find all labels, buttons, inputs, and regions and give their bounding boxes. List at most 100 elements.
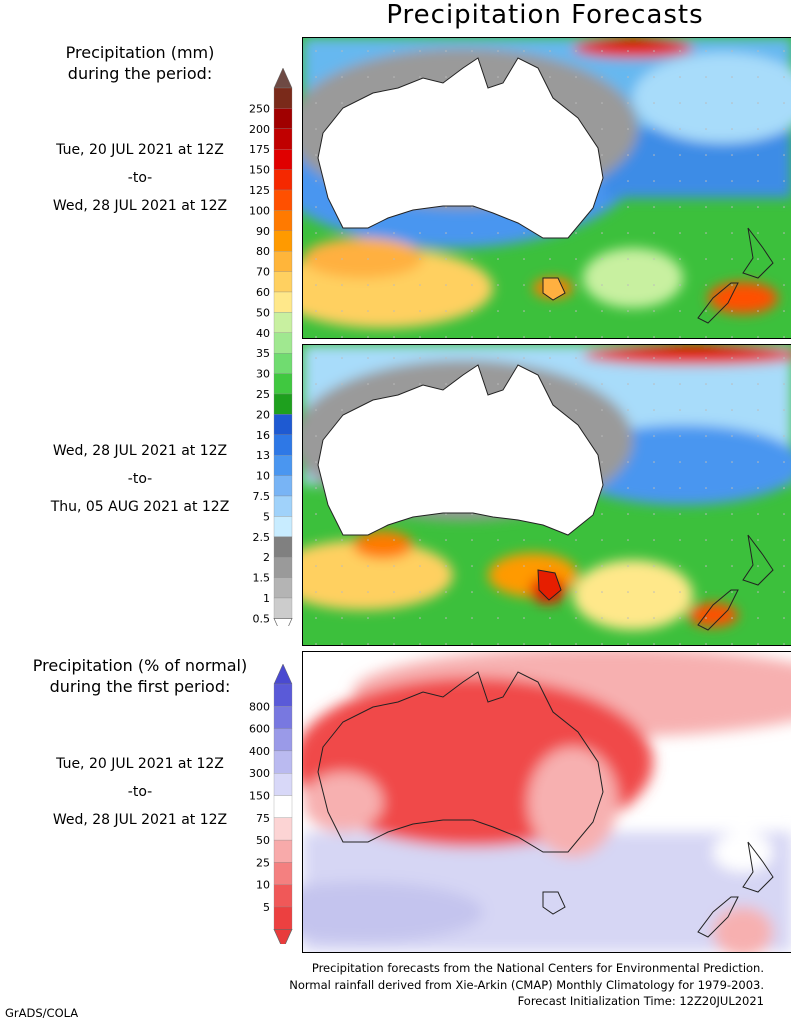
colorbar1-swatch — [273, 536, 293, 558]
panel3-header-line2: during the first period: — [49, 677, 231, 696]
colorbar2-tick-label: 25 — [256, 856, 270, 869]
colorbar1-swatch — [273, 169, 293, 191]
colorbar1-swatch — [273, 393, 293, 415]
colorbar2-bottom-arrow — [273, 928, 293, 944]
map-panel-week2 — [302, 344, 791, 646]
colorbar2-swatch — [273, 884, 293, 908]
colorbar1-swatch — [273, 495, 293, 517]
colorbar1-swatch — [273, 87, 293, 109]
colorbar1-top-arrow — [273, 67, 293, 89]
colorbar1-tick-label: 30 — [256, 368, 270, 381]
colorbar1-swatch — [273, 597, 293, 619]
panel1-period-start: Tue, 20 JUL 2021 at 12Z — [56, 142, 224, 158]
colorbar2-tick-label: 50 — [256, 834, 270, 847]
colorbar-percent: 800 600 400 300 150 75 50 25 10 5 — [249, 663, 293, 944]
map-panel-percent — [302, 651, 791, 953]
colorbar2-swatch — [273, 728, 293, 752]
colorbar2-tick-label: 10 — [256, 879, 270, 892]
colorbar1-tick-label: 25 — [256, 388, 270, 401]
colorbar1-swatch — [273, 557, 293, 578]
colorbar1-tick-label: 100 — [249, 204, 270, 217]
colorbar1-swatch — [273, 189, 293, 211]
panel2-period-to: -to- — [127, 471, 153, 487]
colorbar1-tick-label: 125 — [249, 184, 270, 197]
colorbar1-tick-label: 150 — [249, 164, 270, 177]
colorbar2-tick-label: 150 — [249, 790, 270, 803]
colorbar1-tick-label: 7.5 — [253, 490, 271, 503]
panel1-header-line1: Precipitation (mm) — [65, 43, 215, 62]
footer-line1: Precipitation forecasts from the Nationa… — [311, 961, 764, 975]
colorbar1-tick-label: 2.5 — [253, 531, 271, 544]
footer-line2: Normal rainfall derived from Xie-Arkin (… — [289, 977, 764, 992]
panel2-period-end: Thu, 05 AUG 2021 at 12Z — [50, 499, 230, 515]
colorbar1-swatch — [273, 434, 293, 456]
colorbar2-swatch — [273, 683, 293, 707]
colorbar2-swatch — [273, 750, 293, 774]
page-title: Precipitation Forecasts — [386, 0, 704, 30]
panel1-period-end: Wed, 28 JUL 2021 at 12Z — [52, 198, 228, 214]
colorbar1-swatch — [273, 210, 293, 231]
colorbar2-tick-label: 75 — [256, 812, 270, 825]
panel3-period: Tue, 20 JUL 2021 at 12Z -to- Wed, 28 JUL… — [15, 750, 265, 834]
colorbar1-swatch — [273, 373, 293, 395]
colorbar1-tick-label: 200 — [249, 123, 270, 136]
colorbar1-swatch — [273, 271, 293, 293]
colorbar2-tick-label: 600 — [249, 723, 270, 736]
colorbar1-swatch — [273, 230, 293, 252]
colorbar1-swatch — [273, 475, 293, 497]
colorbar1-swatch — [273, 108, 293, 129]
colorbar2-swatch — [273, 906, 293, 930]
colorbar2-tick-label: 800 — [249, 700, 270, 713]
colorbar1-tick-label: 175 — [249, 143, 270, 156]
colorbar1-swatch — [273, 251, 293, 272]
colorbar1-tick-label: 60 — [256, 286, 270, 299]
panel1-period-to: -to- — [127, 170, 153, 186]
colorbar1-tick-label: 0.5 — [253, 612, 271, 625]
colorbar1-swatch — [273, 332, 293, 354]
colorbar1-swatch — [273, 414, 293, 435]
colorbar1-swatch — [273, 455, 293, 476]
colorbar1-tick-label: 5 — [263, 510, 270, 523]
colorbar-mm: 2502001751501251009080706050403530252016… — [249, 67, 293, 626]
colorbar1-tick-label: 80 — [256, 245, 270, 258]
colorbar2-swatch — [273, 706, 293, 729]
colorbar1-tick-label: 16 — [256, 429, 270, 442]
colorbar2-swatch — [273, 862, 293, 885]
colorbar1-tick-label: 90 — [256, 225, 270, 238]
panel3-period-start: Tue, 20 JUL 2021 at 12Z — [56, 756, 224, 772]
colorbar2-tick-label: 300 — [249, 767, 270, 780]
colorbar1-swatch — [273, 312, 293, 333]
footer-line3: Forecast Initialization Time: 12Z20JUL20… — [517, 994, 764, 1008]
map-panel-week1 — [302, 37, 791, 339]
colorbar1-tick-label: 250 — [249, 102, 270, 115]
colorbar1-swatch — [273, 516, 293, 537]
colorbar1-bottom-arrow — [273, 618, 293, 626]
panel1-header-line2: during the period: — [67, 64, 213, 83]
colorbar1-tick-label: 70 — [256, 266, 270, 279]
panel3-period-to: -to- — [127, 784, 153, 800]
colorbar1-tick-label: 2 — [263, 551, 270, 564]
colorbar2-swatch — [273, 839, 293, 863]
panel2-period-start: Wed, 28 JUL 2021 at 12Z — [52, 443, 228, 459]
colorbar1-tick-label: 50 — [256, 306, 270, 319]
panel1-header: Precipitation (mm) during the period: — [0, 42, 280, 84]
colorbar2-tick-label: 5 — [263, 901, 270, 914]
colorbar1-swatch — [273, 353, 293, 374]
colorbar1-tick-label: 35 — [256, 347, 270, 360]
colorbar1-tick-label: 1.5 — [253, 572, 271, 585]
panel1-period: Tue, 20 JUL 2021 at 12Z -to- Wed, 28 JUL… — [15, 136, 265, 220]
footer-notes: Precipitation forecasts from the Nationa… — [289, 960, 764, 1010]
panel3-header-line1: Precipitation (% of normal) — [32, 656, 248, 675]
colorbar1-tick-label: 13 — [256, 449, 270, 462]
colorbar2-tick-label: 400 — [249, 745, 270, 758]
colorbar1-tick-label: 1 — [263, 592, 270, 605]
panel3-period-end: Wed, 28 JUL 2021 at 12Z — [52, 812, 228, 828]
colorbar1-tick-label: 20 — [256, 408, 270, 421]
panel2-period: Wed, 28 JUL 2021 at 12Z -to- Thu, 05 AUG… — [15, 437, 265, 521]
colorbar1-tick-label: 10 — [256, 470, 270, 483]
colorbar2-swatch — [273, 773, 293, 796]
colorbar2-top-arrow — [273, 663, 293, 685]
colorbar1-swatch — [273, 128, 293, 150]
credit-label: GrADS/COLA — [5, 1006, 79, 1020]
colorbar2-swatch — [273, 817, 293, 841]
